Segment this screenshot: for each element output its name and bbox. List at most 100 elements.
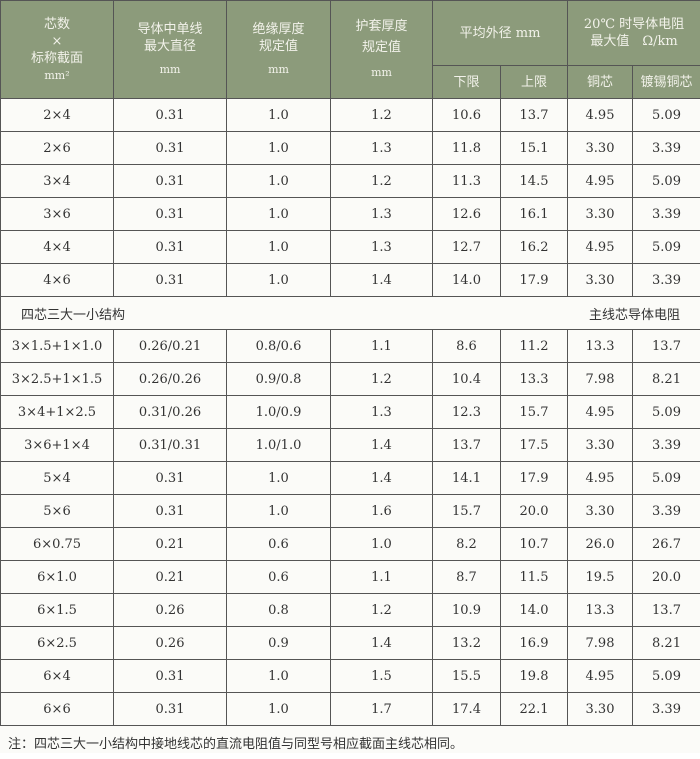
table-cell: 1.0 <box>227 660 331 693</box>
table-cell: 0.6 <box>227 528 331 561</box>
table-cell: 17.9 <box>501 462 568 495</box>
table-cell: 5×4 <box>1 462 114 495</box>
table-cell: 11.5 <box>501 561 568 594</box>
table-cell: 1.0 <box>227 99 331 132</box>
table-cell: 14.0 <box>433 264 501 297</box>
table-cell: 3×6+1×4 <box>1 429 114 462</box>
header-text: mm <box>227 61 330 78</box>
header-outer-diameter: 平均外径 mm <box>433 1 568 66</box>
table-cell: 0.21 <box>114 561 227 594</box>
table-cell: 0.31 <box>114 132 227 165</box>
header-text: 规定值 <box>331 39 432 56</box>
table-cell: 26.7 <box>633 528 700 561</box>
table-cell: 0.31 <box>114 198 227 231</box>
table-cell: 1.0 <box>331 528 433 561</box>
table-cell: 13.3 <box>568 330 633 363</box>
header-resistance: 20℃ 时导体电阻 最大值 Ω/km <box>568 1 700 66</box>
table-cell: 12.7 <box>433 231 501 264</box>
table-cell: 5.09 <box>633 462 700 495</box>
table-cell: 19.8 <box>501 660 568 693</box>
table-cell: 15.5 <box>433 660 501 693</box>
table-cell: 1.2 <box>331 99 433 132</box>
table-cell: 13.7 <box>633 594 700 627</box>
table-cell: 2×4 <box>1 99 114 132</box>
table-cell: 3.39 <box>633 693 700 726</box>
table-cell: 1.0/1.0 <box>227 429 331 462</box>
table-cell: 4.95 <box>568 396 633 429</box>
table-cell: 3.39 <box>633 429 700 462</box>
table-cell: 1.2 <box>331 165 433 198</box>
table-cell: 3×2.5+1×1.5 <box>1 363 114 396</box>
table-cell: 17.4 <box>433 693 501 726</box>
spec-table: 芯数 × 标称截面 mm² 导体中单线 最大直径 mm 绝缘厚度 规定值 mm … <box>0 0 700 726</box>
table-cell: 8.6 <box>433 330 501 363</box>
table-cell: 13.7 <box>433 429 501 462</box>
table-cell: 12.6 <box>433 198 501 231</box>
section-row: 四芯三大一小结构 主线芯导体电阻 <box>1 297 700 330</box>
table-cell: 4.95 <box>568 462 633 495</box>
header-text: 规定值 <box>227 38 330 55</box>
table-cell: 8.7 <box>433 561 501 594</box>
table-cell: 5×6 <box>1 495 114 528</box>
table-cell: 3.30 <box>568 495 633 528</box>
table-cell: 10.6 <box>433 99 501 132</box>
table-cell: 6×2.5 <box>1 627 114 660</box>
table-cell: 10.7 <box>501 528 568 561</box>
table-cell: 17.5 <box>501 429 568 462</box>
table-cell: 11.8 <box>433 132 501 165</box>
table-cell: 14.1 <box>433 462 501 495</box>
table-cell: 13.7 <box>633 330 700 363</box>
header-text: 标称截面 <box>1 50 113 67</box>
table-cell: 1.2 <box>331 363 433 396</box>
table-cell: 26.0 <box>568 528 633 561</box>
table-cell: 3.30 <box>568 693 633 726</box>
header-tinned-copper: 镀锡铜芯 <box>633 66 700 99</box>
table-cell: 1.3 <box>331 132 433 165</box>
table-cell: 3×4 <box>1 165 114 198</box>
table-cell: 1.0 <box>227 264 331 297</box>
table-cell: 1.2 <box>331 594 433 627</box>
table-cell: 8.2 <box>433 528 501 561</box>
table-cell: 10.4 <box>433 363 501 396</box>
table-cell: 0.26/0.26 <box>114 363 227 396</box>
table-cell: 4×4 <box>1 231 114 264</box>
table-cell: 12.3 <box>433 396 501 429</box>
table-cell: 0.6 <box>227 561 331 594</box>
table-cell: 1.0 <box>227 495 331 528</box>
table-cell: 7.98 <box>568 363 633 396</box>
table-cell: 14.0 <box>501 594 568 627</box>
header-insulation-thickness: 绝缘厚度 规定值 mm <box>227 1 331 99</box>
table-cell: 22.1 <box>501 693 568 726</box>
table-cell: 0.26/0.21 <box>114 330 227 363</box>
table-cell: 0.21 <box>114 528 227 561</box>
table-cell: 1.1 <box>331 330 433 363</box>
table-cell: 1.3 <box>331 231 433 264</box>
header-text: × <box>1 33 113 50</box>
header-cores-section: 芯数 × 标称截面 mm² <box>1 1 114 99</box>
table-cell: 6×0.75 <box>1 528 114 561</box>
table-cell: 5.09 <box>633 396 700 429</box>
table-cell: 19.5 <box>568 561 633 594</box>
table-cell: 11.2 <box>501 330 568 363</box>
header-text: 绝缘厚度 <box>227 21 330 38</box>
section-cell: 四芯三大一小结构 主线芯导体电阻 <box>1 297 700 330</box>
header-upper-limit: 上限 <box>501 66 568 99</box>
table-cell: 1.0 <box>227 132 331 165</box>
table-cell: 0.31 <box>114 462 227 495</box>
table-cell: 1.0 <box>227 231 331 264</box>
table-cell: 4.95 <box>568 99 633 132</box>
table-cell: 0.9 <box>227 627 331 660</box>
table-cell: 13.7 <box>501 99 568 132</box>
table-cell: 3.39 <box>633 198 700 231</box>
table-cell: 13.3 <box>501 363 568 396</box>
table-cell: 3.39 <box>633 495 700 528</box>
